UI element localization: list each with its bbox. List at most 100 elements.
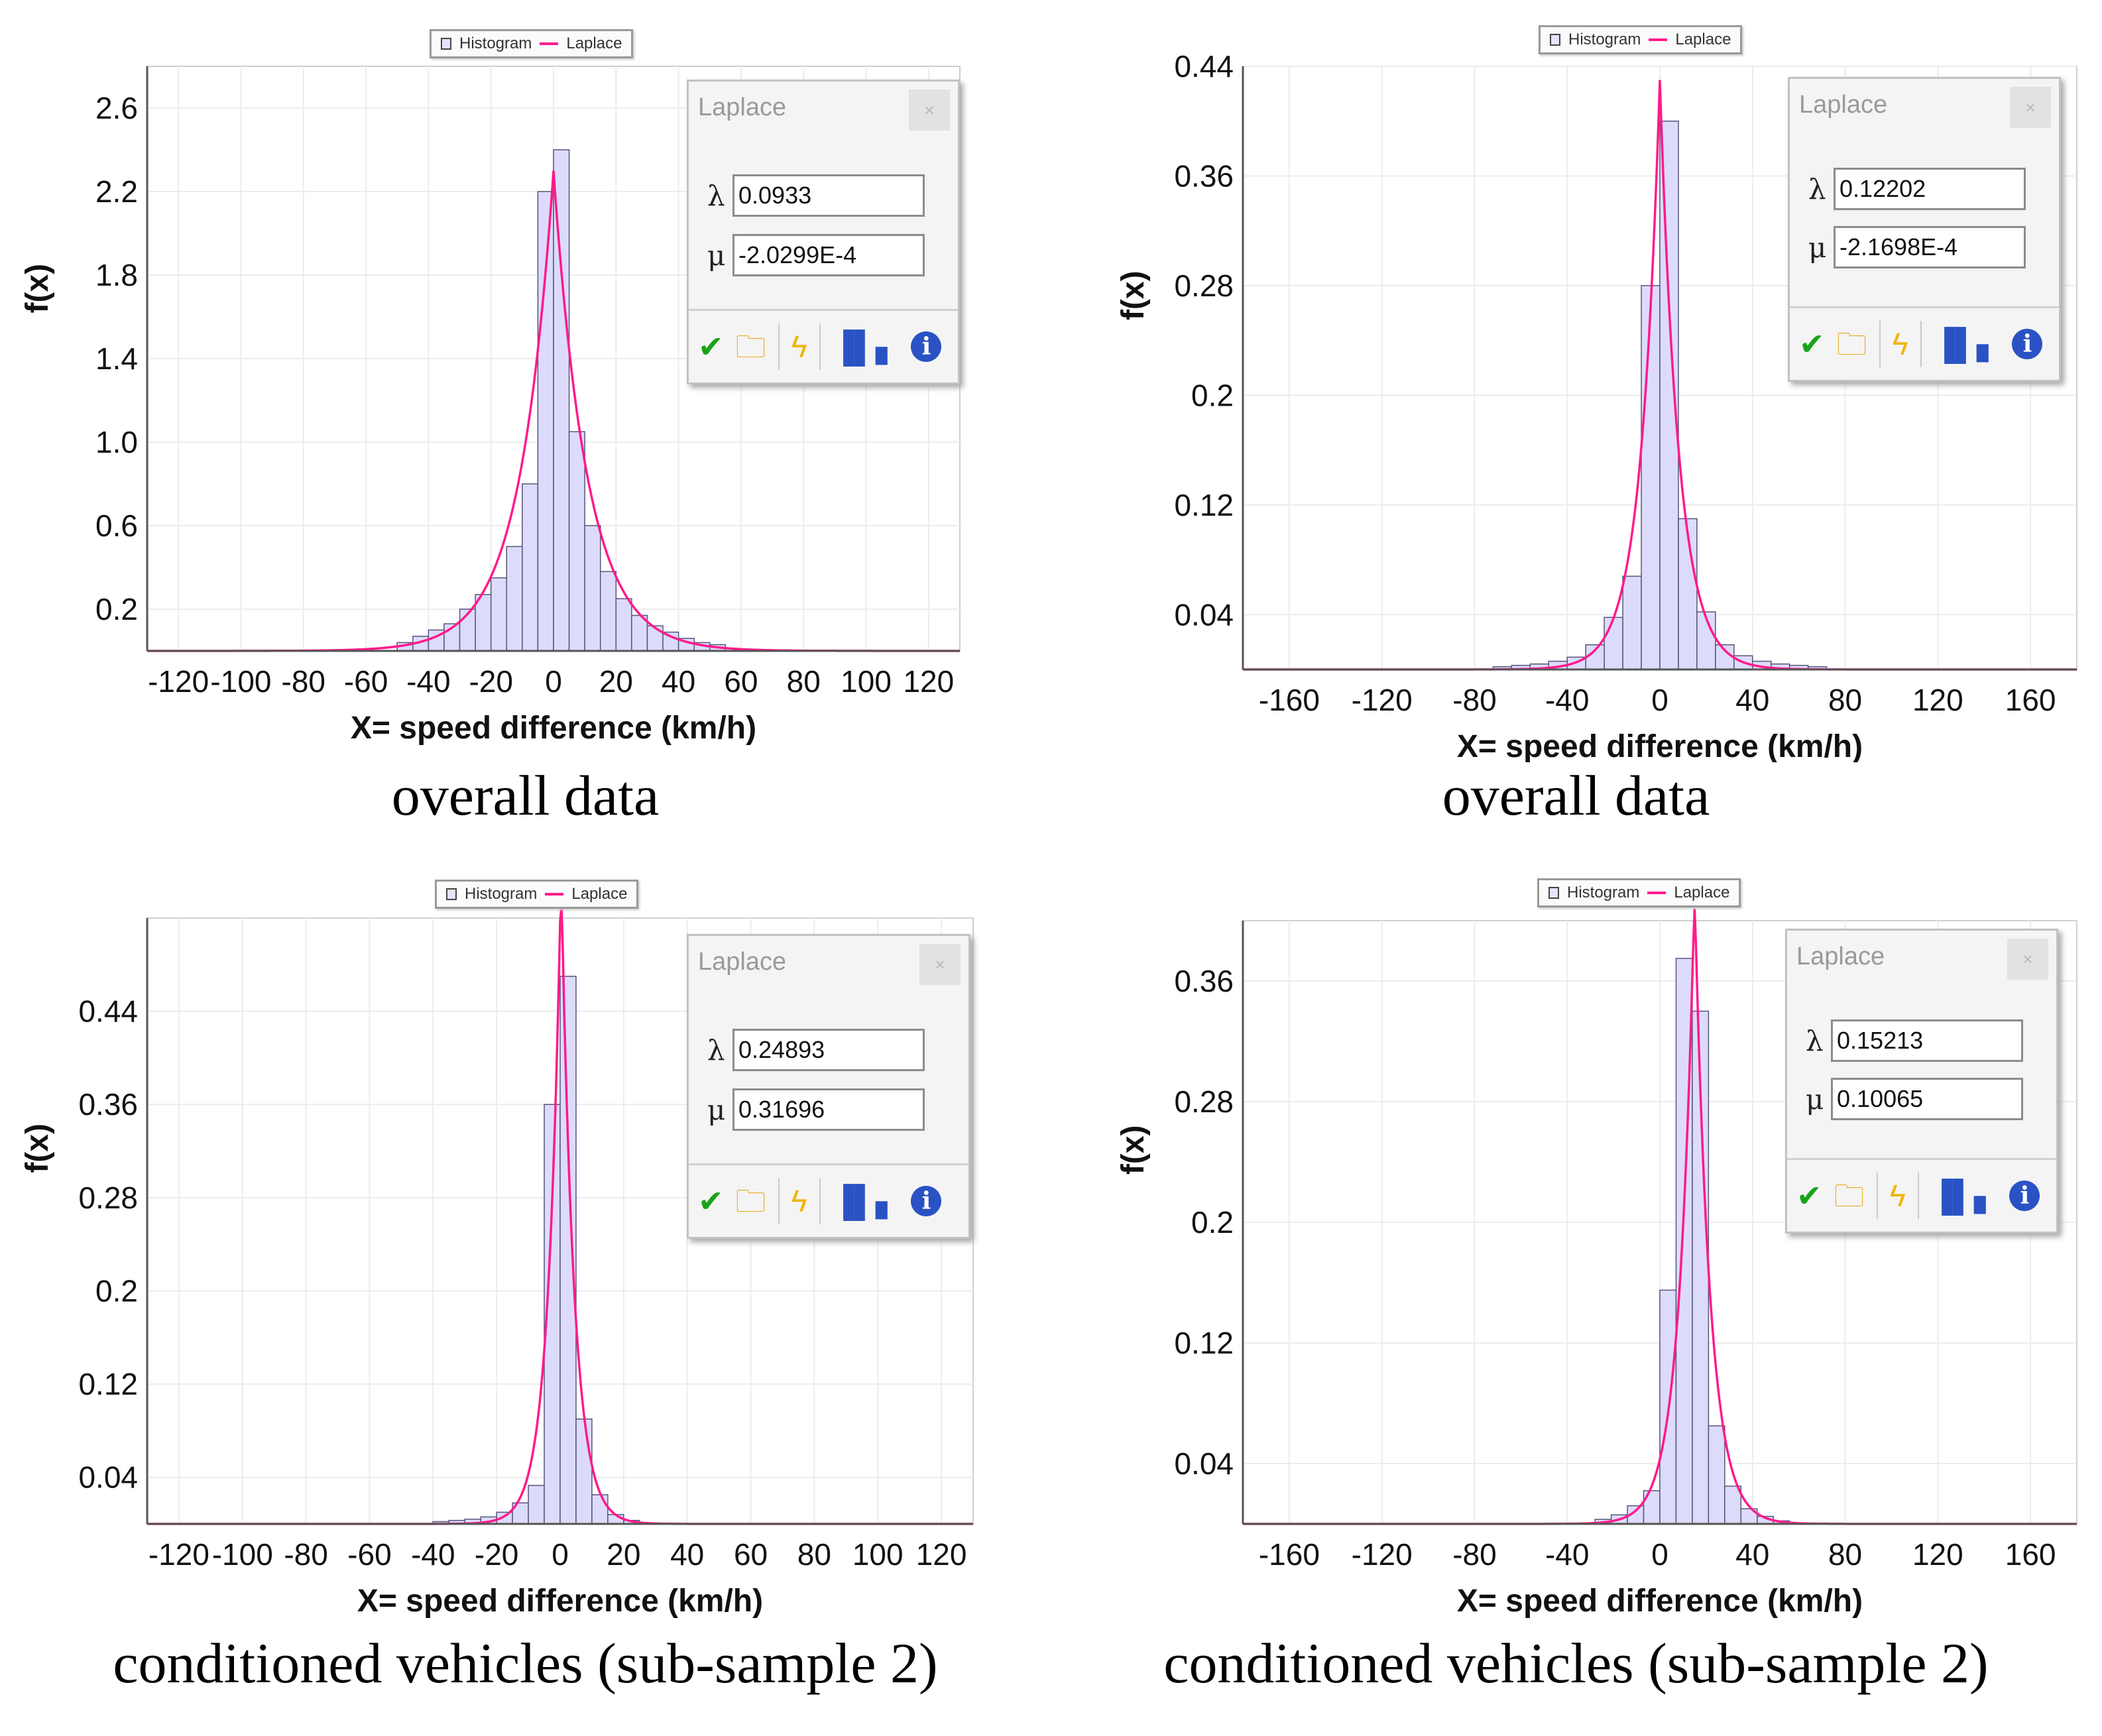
histogram-bar [1659, 120, 1679, 670]
folder-icon[interactable]: 🗀 [1836, 327, 1867, 361]
x-tick-label: -40 [1545, 1537, 1589, 1572]
folder-icon[interactable]: 🗀 [1834, 1179, 1865, 1213]
x-tick-label: 120 [903, 664, 954, 699]
histogram-bar [553, 149, 570, 652]
x-tick-label: -160 [1259, 1537, 1320, 1572]
x-axis-label: X= speed difference (km/h) [1457, 729, 1863, 762]
x-tick-label: 80 [787, 664, 821, 699]
x-tick-label: 40 [1735, 683, 1769, 717]
histogram-bar [559, 976, 577, 1525]
lambda-symbol: λ [1806, 1024, 1824, 1057]
x-axis-label: X= speed difference (km/h) [1457, 1584, 1863, 1619]
histogram-bar [506, 546, 523, 652]
x-tick-label: 120 [916, 1537, 967, 1572]
toolbar-separator [1917, 1173, 1919, 1219]
x-tick-label: 160 [2005, 1537, 2056, 1572]
mu-field[interactable]: -2.0299E-4 [732, 234, 925, 276]
toolbar-separator [1920, 321, 1922, 367]
histogram-bar [490, 577, 508, 652]
check-icon[interactable]: ✔ [698, 329, 724, 364]
x-tick-label: -80 [284, 1537, 327, 1572]
dialog-toolbar: ✔ 🗀 ϟ ▐▌▖ i [1787, 1158, 2056, 1232]
dialog-title: Laplace [698, 948, 787, 976]
x-axis-label: X= speed difference (km/h) [351, 711, 756, 746]
lightning-icon[interactable]: ϟ [1892, 327, 1908, 361]
dialog-title: Laplace [1796, 943, 1885, 970]
lambda-field[interactable]: 0.0933 [732, 174, 925, 217]
toolbar-separator [1876, 1173, 1878, 1219]
x-tick-label: 0 [1651, 1537, 1668, 1572]
y-tick-label: 0.12 [1174, 488, 1234, 522]
y-tick-label: 0.12 [78, 1367, 138, 1401]
legend-laplace-label: Laplace [1674, 884, 1730, 901]
mu-field[interactable]: 0.31696 [732, 1088, 925, 1131]
lightning-icon[interactable]: ϟ [791, 1184, 807, 1218]
histogram-swatch-icon [441, 38, 451, 50]
folder-icon[interactable]: 🗀 [735, 1184, 766, 1218]
lambda-field[interactable]: 0.12202 [1834, 168, 2026, 210]
bar-chart-icon[interactable]: ▐▌▖ [1933, 327, 2001, 361]
x-tick-label: -80 [282, 664, 325, 699]
mu-symbol: μ [1806, 1082, 1824, 1116]
bar-chart-icon[interactable]: ▐▌▖ [832, 1184, 900, 1218]
y-tick-label: 2.6 [95, 91, 138, 125]
lightning-icon[interactable]: ϟ [791, 329, 807, 364]
x-tick-label: -120 [148, 1537, 209, 1572]
close-icon[interactable]: × [2010, 87, 2051, 128]
x-tick-label: -80 [1452, 683, 1496, 717]
x-tick-label: 100 [841, 664, 892, 699]
mu-row: μ 0.10065 [1806, 1078, 2023, 1120]
x-tick-label: -60 [344, 664, 388, 699]
y-tick-label: 0.6 [95, 508, 138, 543]
histogram-bar [599, 571, 617, 652]
close-icon[interactable]: × [2007, 939, 2048, 980]
info-icon[interactable]: i [911, 1186, 942, 1216]
check-icon[interactable]: ✔ [1796, 1179, 1822, 1213]
y-tick-label: 0.2 [95, 1273, 138, 1308]
info-icon[interactable]: i [2012, 329, 2043, 359]
close-icon[interactable]: × [919, 944, 961, 985]
x-tick-label: -160 [1259, 683, 1320, 717]
chart-legend: Histogram Laplace [430, 29, 634, 58]
histogram-bar [1678, 518, 1698, 670]
histogram-bar [528, 1485, 545, 1525]
lightning-icon[interactable]: ϟ [1889, 1179, 1906, 1213]
toolbar-separator [819, 323, 821, 370]
info-icon[interactable]: i [911, 331, 942, 362]
dialog-title: Laplace [1799, 91, 1888, 119]
y-tick-label: 0.44 [78, 994, 138, 1029]
bar-chart-icon[interactable]: ▐▌▖ [1930, 1179, 1998, 1213]
x-tick-label: 60 [734, 1537, 768, 1572]
histogram-swatch-icon [1550, 34, 1560, 46]
laplace-line-icon [1647, 892, 1666, 894]
y-tick-label: 1.4 [95, 341, 138, 376]
chart-caption: overall data [1442, 764, 1710, 827]
y-axis-label: f(x) [1116, 1125, 1151, 1175]
x-tick-label: 80 [797, 1537, 831, 1572]
folder-icon[interactable]: 🗀 [735, 329, 766, 364]
x-tick-label: 20 [599, 664, 633, 699]
dialog-title: Laplace [698, 93, 787, 121]
mu-field[interactable]: 0.10065 [1831, 1078, 2023, 1120]
info-icon[interactable]: i [2009, 1181, 2040, 1211]
toolbar-separator [778, 1178, 780, 1224]
x-tick-label: 60 [724, 664, 758, 699]
x-tick-label: -20 [469, 664, 512, 699]
check-icon[interactable]: ✔ [1799, 327, 1825, 361]
laplace-parameters-dialog: Laplace × λ 0.0933 μ -2.0299E-4 ✔ 🗀 ϟ ▐▌… [687, 80, 960, 384]
mu-symbol: μ [1808, 231, 1827, 264]
x-tick-label: 100 [852, 1537, 904, 1572]
mu-field[interactable]: -2.1698E-4 [1834, 226, 2026, 268]
check-icon[interactable]: ✔ [698, 1184, 724, 1218]
chart-panel-overall-right: -160 -120 -80 -40 0 40 80 120 160 0.04 0.12 0.2 0.28… [1051, 0, 2101, 868]
x-tick-label: 0 [1651, 683, 1668, 717]
lambda-row: λ 0.0933 [707, 174, 925, 217]
chart-legend: Histogram Laplace [1539, 25, 1743, 54]
chart-legend: Histogram Laplace [435, 880, 639, 909]
histogram-bar [615, 598, 632, 652]
close-icon[interactable]: × [909, 89, 950, 131]
lambda-field[interactable]: 0.24893 [732, 1029, 925, 1071]
x-tick-label: -120 [148, 664, 209, 699]
bar-chart-icon[interactable]: ▐▌▖ [832, 329, 900, 364]
lambda-field[interactable]: 0.15213 [1831, 1019, 2023, 1062]
